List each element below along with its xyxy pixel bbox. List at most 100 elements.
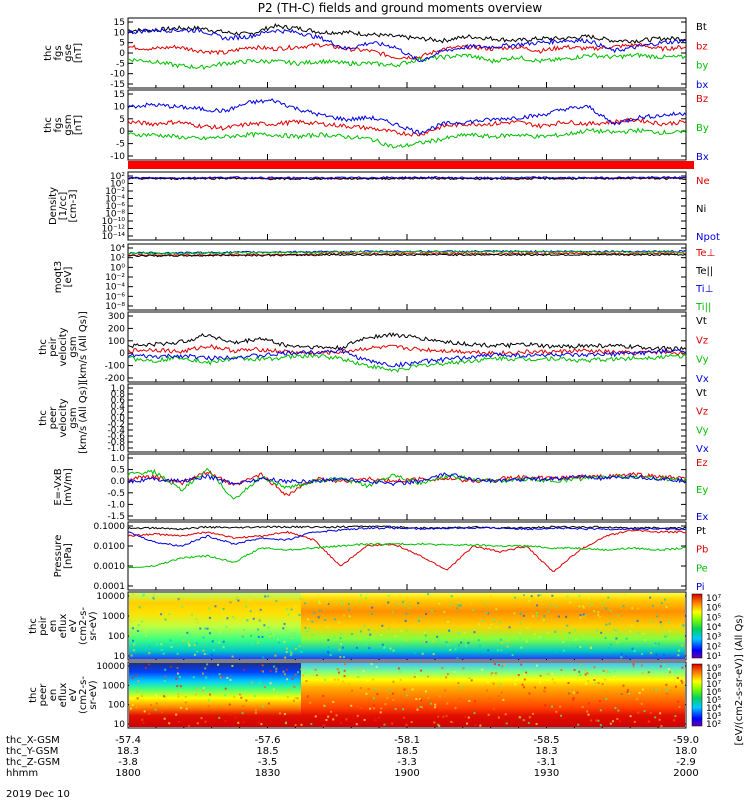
- y-tick-label: 10000: [96, 662, 125, 672]
- legend-Ti||: Ti||: [695, 302, 711, 313]
- y-label-line: [nT]: [73, 43, 84, 63]
- panel-frame: [127, 521, 687, 591]
- y-label-line: peer: [48, 406, 59, 430]
- y-axis-label: Density [1/cc] [cm-3]: [48, 187, 79, 225]
- x-tick-value: -3.1: [537, 757, 557, 768]
- y-tick-label: 10⁴: [110, 244, 125, 254]
- colorbar-tick-label: 10⁹: [706, 664, 721, 674]
- x-tick-value: -58.1: [394, 735, 420, 746]
- legend-Pe: Pe: [696, 563, 708, 574]
- legend-Pt: Pt: [696, 526, 706, 537]
- series-Te||: [127, 253, 687, 258]
- y-label-line: Density: [48, 187, 59, 225]
- y-tick-label: 0.0010: [94, 562, 126, 572]
- x-tick-value: 2000: [673, 768, 698, 779]
- x-row-label: hhmm: [6, 768, 38, 779]
- y-label-line: fgs: [53, 117, 64, 132]
- x-tick-value: -57.6: [255, 735, 281, 746]
- y-tick-label: 0.5: [111, 466, 125, 476]
- y-tick-label: 10: [114, 720, 126, 730]
- legend-Te⊥: Te⊥: [695, 248, 715, 259]
- y-label-line: [cm-3]: [68, 189, 79, 222]
- x-axis-columns: -57.418.3-3.81800-57.618.5-3.51830-58.11…: [115, 735, 699, 779]
- y-tick-label: 10⁻¹⁴: [102, 232, 126, 242]
- x-tick-value: -57.4: [115, 735, 141, 746]
- series-Bz: [127, 116, 687, 137]
- y-tick-label: 10: [114, 28, 126, 38]
- colorbar-tick-label: 10⁴: [706, 704, 721, 714]
- x-tick-value: 1830: [255, 768, 280, 779]
- y-tick-label: 10⁰: [110, 263, 125, 273]
- panel-efield: E=-VxB [mV/m] 1.0 0.50.0 -0.5-1.0 -1.5 Ez Ey Ex: [53, 453, 708, 523]
- legend-Pi: Pi: [696, 582, 705, 593]
- legend-Ez: Ez: [696, 458, 708, 469]
- y-tick-label: 0.6: [111, 396, 126, 406]
- colorbar-tick-label: 10⁶: [706, 604, 721, 614]
- x-tick-value: 18.3: [535, 746, 557, 757]
- y-label-line: eflux: [58, 683, 69, 708]
- y-tick-label: 1.0: [111, 454, 126, 464]
- y-axis-label: thc peer en eflux eV (cm2-s-sr-eV): [28, 676, 99, 714]
- y-label-line: en: [48, 689, 59, 702]
- panel-frame: [127, 453, 687, 521]
- panel-frame: [127, 17, 687, 89]
- panel-frame: [127, 383, 687, 453]
- y-label-line: Pressure: [53, 535, 64, 578]
- y-tick-label: 1.0: [111, 384, 126, 394]
- legend-Vx: Vx: [696, 374, 709, 385]
- y-tick-label: -1.0: [107, 500, 125, 510]
- panel-peer-eflux: thc peer en eflux eV (cm2-s-sr-eV) 10000 1000 10…: [28, 661, 721, 730]
- y-tick-label: 0.1000: [94, 522, 126, 532]
- y-tick-label: 100: [108, 632, 125, 642]
- series-Ey: [127, 467, 687, 500]
- y-label-line: peer: [38, 683, 49, 707]
- y-label-line: en: [48, 620, 59, 633]
- y-tick-label: 10: [114, 652, 126, 662]
- y-label-line: gsm: [68, 336, 79, 357]
- colorbar-tick-label: 10³: [706, 633, 721, 643]
- series-Ex: [127, 472, 687, 487]
- y-label-line: thc: [28, 618, 39, 634]
- y-tick-label: -15: [110, 80, 125, 90]
- y-tick-label: 0.2: [111, 408, 125, 418]
- colorbar-tick-label: 10⁷: [706, 594, 721, 604]
- y-tick-label: -0.6: [107, 432, 125, 442]
- panel-peir-velocity: thc peir velocity gsm [km/s (All Qs)] 300 200 1…: [38, 311, 709, 385]
- y-tick-label: 5: [119, 39, 125, 49]
- y-tick-label: -100: [105, 362, 126, 372]
- y-tick-label: -1.5: [107, 512, 125, 522]
- series-Ti||: [128, 250, 687, 255]
- y-tick-label: 10⁻⁶: [105, 292, 125, 302]
- y-tick-label: 10⁻²: [105, 273, 125, 283]
- y-axis-label: E=-VxB [mV/m]: [53, 468, 74, 506]
- series-Pe: [127, 542, 687, 569]
- y-label-line: peir: [48, 336, 59, 356]
- spectrogram: [129, 663, 685, 727]
- panel-pressure: Pressure [nPa] 0.1000 0.0100 0.0010 0.0001 Pt P…: [53, 521, 708, 593]
- y-label-line: gsm: [68, 407, 79, 428]
- colorbar-tick-label: 10⁸: [706, 672, 721, 682]
- y-tick-label: 10⁻¹²: [102, 225, 126, 235]
- series-Pt: [127, 525, 687, 531]
- y-tick-label: -10: [110, 70, 125, 80]
- y-tick-label: 0.0100: [94, 542, 126, 552]
- y-tick-label: 0.0: [111, 477, 126, 487]
- y-label-line: eV: [68, 688, 79, 701]
- legend-Ti⊥: Ti⊥: [695, 284, 713, 295]
- legend-Ex: Ex: [696, 512, 708, 523]
- x-tick-value: 1900: [394, 768, 419, 779]
- y-tick-label: -0.2: [107, 420, 125, 430]
- x-tick-value: -3.8: [118, 757, 138, 768]
- y-label-line: peir: [38, 615, 49, 635]
- x-row-label: thc_X-GSM: [6, 735, 60, 746]
- series-Vy: [127, 352, 687, 373]
- legend-Pb: Pb: [696, 545, 708, 556]
- series-Bt: [127, 22, 687, 44]
- y-label-line: [km/s (All Qs)]: [78, 311, 89, 383]
- y-tick-label: 10²: [110, 254, 125, 264]
- series-Vt: [127, 332, 687, 353]
- x-tick-value: 18.5: [396, 746, 418, 757]
